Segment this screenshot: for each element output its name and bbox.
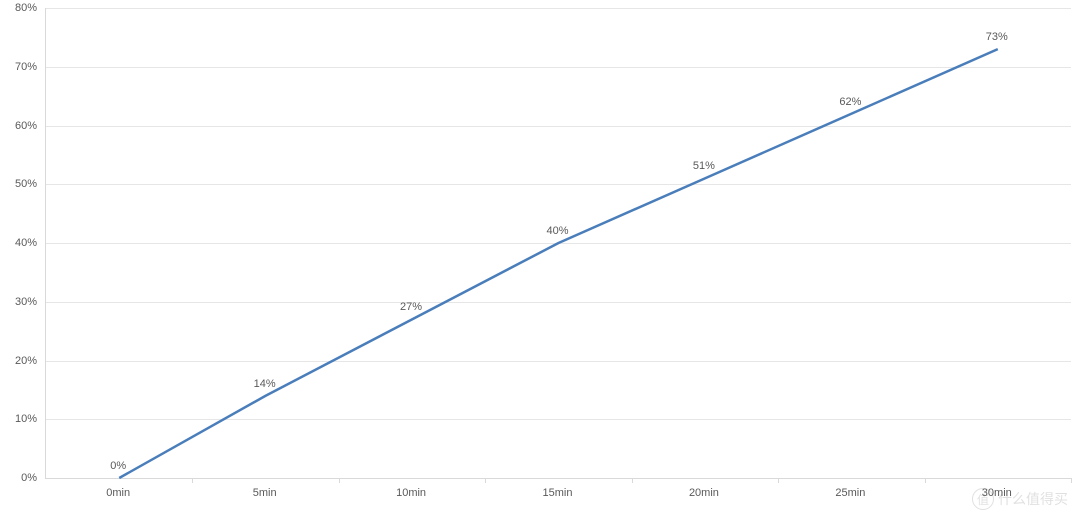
data-label: 14% — [254, 378, 276, 390]
data-label: 27% — [400, 301, 422, 313]
data-label: 0% — [110, 460, 126, 472]
plot-area — [45, 8, 1071, 479]
x-axis-label: 20min — [689, 487, 719, 499]
x-axis-label: 5min — [253, 487, 277, 499]
x-axis-label: 15min — [543, 487, 573, 499]
data-label: 73% — [986, 31, 1008, 43]
data-label: 62% — [839, 96, 861, 108]
data-label: 51% — [693, 160, 715, 172]
x-tick — [778, 478, 779, 483]
x-tick — [925, 478, 926, 483]
x-axis-label: 25min — [835, 487, 865, 499]
line-chart: 值 什么值得买 0%10%20%30%40%50%60%70%80%0min5m… — [0, 0, 1080, 516]
x-axis-label: 30min — [982, 487, 1012, 499]
x-tick — [192, 478, 193, 483]
x-tick — [339, 478, 340, 483]
data-label: 40% — [546, 225, 568, 237]
x-axis-label: 0min — [106, 487, 130, 499]
x-axis-label: 10min — [396, 487, 426, 499]
x-tick — [1071, 478, 1072, 483]
x-tick — [632, 478, 633, 483]
x-tick — [485, 478, 486, 483]
line-series — [46, 8, 1071, 478]
